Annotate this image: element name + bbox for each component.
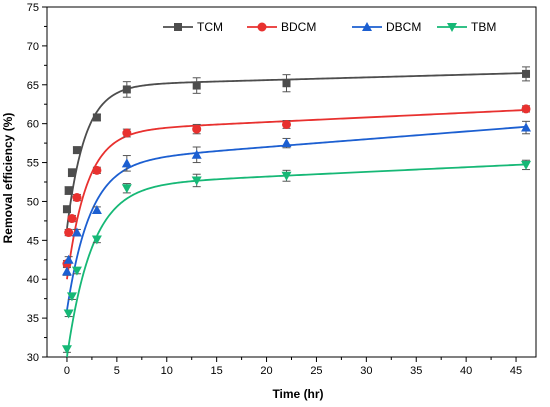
data-point-dbcm [281,138,292,148]
legend-label-bdcm: BDCM [281,20,316,34]
data-point-bdcm [192,124,202,134]
legend-marker-tcm [174,23,182,31]
data-point-dbcm [61,266,72,276]
x-tick-label: 10 [161,365,173,377]
data-point-dbcm [91,205,102,214]
data-point-tcm [522,69,531,78]
data-point-tcm [72,146,81,155]
data-point-tbm [66,292,77,302]
chart-legend: TCM BDCM DBCM TBM [163,20,496,34]
legend-marker-bdcm [257,22,267,32]
data-point-tbm [71,266,82,276]
y-tick-label: 75 [27,2,39,14]
data-point-bdcm [282,119,292,129]
fit-curves [66,72,527,358]
error-bars [62,66,531,353]
data-point-tbm [91,235,102,245]
data-point-tcm [282,79,291,88]
y-tick-label: 55 [27,158,39,170]
plot-axes: 0 5 10 15 20 25 30 35 40 45 30 35 40 45 50 55 60 65 70 75 [27,2,537,377]
x-tick-label: 20 [260,365,272,377]
x-tick-label: 40 [460,365,472,377]
data-point-dbcm [521,122,532,132]
data-point-tbm [521,160,532,170]
y-tick-label: 40 [27,274,39,286]
x-tick-label: 5 [114,365,120,377]
data-point-tcm [122,85,131,94]
legend-marker-tbm [447,23,457,32]
y-tick-label: 65 [27,80,39,92]
data-point-tcm [64,186,73,195]
x-tick-label: 45 [510,365,522,377]
y-tick-label: 45 [27,235,39,247]
data-point-bdcm [64,228,74,238]
data-point-tbm [191,176,202,186]
fit-curve-tbm [66,163,527,358]
x-tick-label: 15 [211,365,223,377]
x-tick-label: 30 [360,365,372,377]
data-point-bdcm [521,104,531,114]
y-tick-label: 30 [27,352,39,364]
fit-curve-bdcm [66,109,527,280]
y-tick-label: 60 [27,119,39,131]
data-point-bdcm [72,193,82,203]
fit-curve-dbcm [66,125,527,311]
x-tick-label: 25 [310,365,322,377]
x-tick-label: 35 [410,365,422,377]
data-point-tbm [63,309,74,319]
data-point-tcm [92,113,101,122]
legend-label-tcm: TCM [197,20,223,34]
data-point-dbcm [121,158,132,168]
data-markers [61,69,532,355]
y-axis-title: Removal efficiency (%) [1,113,15,244]
legend-label-dbcm: DBCM [386,20,421,34]
y-tick-label: 70 [27,41,39,53]
data-point-tbm [281,171,292,181]
data-point-bdcm [92,165,102,175]
x-tick-label: 0 [64,365,70,377]
plot-frame [46,6,537,358]
data-point-bdcm [122,128,132,138]
data-point-bdcm [67,214,77,224]
data-point-dbcm [71,227,82,237]
legend-label-tbm: TBM [471,20,496,34]
data-point-dbcm [191,149,202,159]
data-point-tbm [121,184,132,194]
data-point-tcm [192,81,201,90]
data-point-tcm [67,168,76,177]
legend-marker-dbcm [362,22,372,31]
data-point-tcm [62,205,71,214]
x-axis-title: Time (hr) [272,387,323,401]
y-tick-label: 35 [27,313,39,325]
data-point-dbcm [63,254,74,264]
data-point-tbm [61,345,72,355]
fit-curve-tcm [66,72,527,229]
y-tick-label: 50 [27,196,39,208]
